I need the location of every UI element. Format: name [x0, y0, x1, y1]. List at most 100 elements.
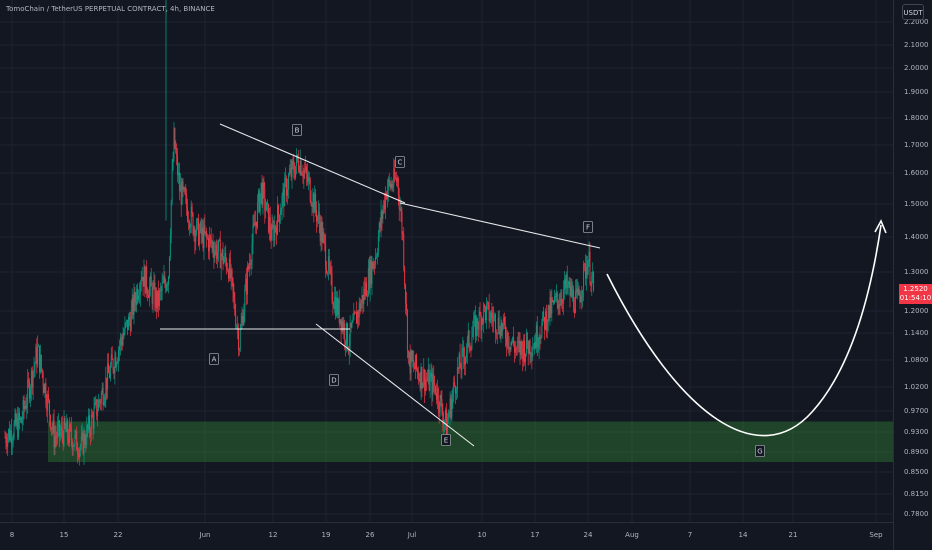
- candle-body: [46, 403, 48, 411]
- price-tick: 1.8000: [904, 114, 929, 122]
- candle-body: [556, 292, 558, 301]
- candle-body: [180, 184, 182, 205]
- projection-curve[interactable]: [606, 224, 882, 437]
- candle-body: [117, 361, 119, 364]
- wave-label-G[interactable]: G: [755, 445, 765, 457]
- candle-body: [406, 310, 408, 351]
- candle-body: [355, 311, 357, 314]
- currency-button[interactable]: USDT: [902, 4, 924, 20]
- candle-body: [188, 222, 190, 229]
- candle-body: [468, 330, 470, 349]
- wave-label-A[interactable]: A: [209, 353, 219, 365]
- candle-body: [154, 282, 156, 308]
- candle-body: [32, 371, 34, 388]
- candle-body: [315, 193, 317, 210]
- candle-body: [68, 437, 70, 443]
- candle-body: [434, 384, 436, 386]
- candle-body: [13, 423, 15, 439]
- candle-body: [326, 268, 327, 273]
- candle-body: [384, 200, 386, 209]
- candle-body: [172, 158, 174, 170]
- candle-body: [31, 370, 33, 388]
- candle-body: [100, 393, 102, 404]
- candle-body: [41, 369, 43, 374]
- candle-body: [312, 193, 314, 207]
- candle-body: [402, 233, 404, 235]
- candle-body: [198, 231, 200, 246]
- candle-body: [552, 299, 554, 301]
- candle-body: [71, 440, 73, 451]
- candle-body: [417, 371, 419, 379]
- candle-body: [150, 276, 152, 287]
- candle-body: [125, 322, 127, 324]
- candle-body: [568, 281, 570, 286]
- candle-body: [242, 315, 244, 325]
- candle-body: [579, 295, 581, 303]
- candle-body: [379, 222, 381, 228]
- candle-body: [508, 347, 510, 348]
- candle-body: [555, 296, 556, 298]
- candle-body: [216, 245, 218, 260]
- candle-body: [332, 300, 334, 306]
- candle-body: [369, 260, 371, 290]
- candle-body: [495, 314, 496, 333]
- time-tick: 15: [59, 531, 69, 539]
- candle-body: [149, 276, 151, 286]
- candle-body: [73, 444, 75, 447]
- trend-line-1[interactable]: [399, 202, 601, 249]
- wave-label-D[interactable]: D: [329, 374, 339, 386]
- candle-body: [489, 318, 491, 321]
- time-tick: 24: [583, 531, 593, 539]
- candle-body: [560, 298, 562, 306]
- candle-body: [29, 381, 30, 399]
- wave-label-text: B: [295, 127, 300, 135]
- price-tick: 2.0000: [904, 64, 929, 72]
- candle-body: [323, 232, 325, 237]
- candle-body: [119, 346, 120, 351]
- candle-body: [273, 226, 275, 241]
- candle-body: [382, 209, 384, 219]
- candle-body: [128, 316, 129, 330]
- candle-body: [83, 434, 85, 454]
- candle-body: [250, 262, 252, 265]
- candle-body: [21, 419, 23, 423]
- candle-body: [295, 166, 297, 178]
- candle-body: [316, 209, 318, 222]
- candle-body: [390, 183, 392, 188]
- wave-label-B[interactable]: B: [292, 124, 302, 136]
- price-axis[interactable]: 2.2000 2.1000 2.0000 1.9000 1.8000 1.7000 1.60…: [893, 0, 932, 550]
- candle-body: [590, 283, 592, 286]
- candle-body: [78, 453, 80, 458]
- candle-body: [266, 202, 268, 211]
- price-chart[interactable]: A B C D E F G: [0, 0, 893, 522]
- candle-body: [327, 256, 329, 273]
- candle-body: [396, 177, 397, 182]
- candle-body: [7, 436, 9, 448]
- candle-body: [99, 400, 100, 402]
- candle-body: [589, 251, 591, 284]
- wave-label-F[interactable]: F: [583, 221, 593, 233]
- candle-body: [203, 225, 205, 249]
- candle-body: [344, 323, 346, 342]
- candle-body: [91, 414, 93, 417]
- candle-body: [309, 178, 311, 201]
- candle-body: [368, 268, 370, 290]
- time-axis[interactable]: 8 15 22 Jun 12 19 26 Jul 10 17 24 Aug 7 14 21 Sep: [0, 522, 893, 550]
- candle-body: [119, 337, 121, 347]
- candle-body: [307, 177, 309, 182]
- candle-body: [19, 417, 21, 421]
- chart-area[interactable]: A B C D E F G TomoChain / TetherUS PERPETUAL C…: [0, 0, 893, 522]
- wave-label-E[interactable]: E: [441, 434, 451, 446]
- time-tick: Sep: [869, 531, 883, 539]
- candle-body: [9, 429, 10, 441]
- candle-body: [398, 194, 400, 209]
- candle-body: [308, 177, 310, 179]
- candle-body: [527, 346, 529, 354]
- trend-line-0[interactable]: [219, 123, 406, 204]
- candle-body: [262, 182, 264, 206]
- candle-body: [511, 341, 513, 343]
- wave-label-C[interactable]: C: [395, 156, 405, 168]
- candle-body: [591, 276, 593, 286]
- candle-body: [35, 346, 37, 364]
- trend-line-3[interactable]: [315, 323, 475, 447]
